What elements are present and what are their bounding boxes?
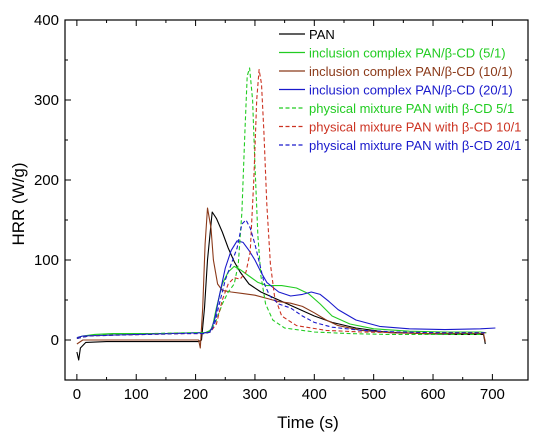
y-tick-label: 100 — [34, 252, 59, 269]
legend-label-5: physical mixture PAN with β-CD 5/1 — [309, 101, 514, 116]
y-tick-label: 0 — [51, 332, 59, 349]
plot-frame — [64, 19, 529, 381]
legend-label-1: PAN — [309, 27, 335, 42]
x-tick-label: 300 — [242, 386, 267, 403]
legend-label-4: inclusion complex PAN/β-CD (20/1) — [309, 83, 513, 98]
y-tick-label: 400 — [34, 12, 59, 29]
y-tick-label: 200 — [34, 172, 59, 189]
series-line-1 — [76, 211, 486, 361]
series-line-5 — [76, 67, 481, 339]
x-axis-title: Time (s) — [277, 413, 339, 432]
legend-label-6: physical mixture PAN with β-CD 10/1 — [309, 120, 521, 135]
x-tick-label: 700 — [480, 386, 505, 403]
x-tick-label: 100 — [124, 386, 149, 403]
x-tick-label: 400 — [302, 386, 327, 403]
y-tick-label: 300 — [34, 92, 59, 109]
legend-label-7: physical mixture PAN with β-CD 20/1 — [309, 138, 521, 153]
legend: PAN inclusion complex PAN/β-CD (5/1) inclu… — [279, 27, 521, 153]
series-line-7 — [76, 219, 487, 339]
series-line-3 — [76, 207, 486, 349]
series-lines — [76, 67, 496, 361]
x-tick-label: 500 — [361, 386, 386, 403]
y-axis-title: HRR (W/g) — [9, 162, 28, 245]
x-tick-label: 0 — [73, 386, 81, 403]
legend-label-2: inclusion complex PAN/β-CD (5/1) — [309, 46, 506, 61]
series-line-4 — [76, 240, 496, 339]
x-tick-label: 600 — [421, 386, 446, 403]
legend-label-3: inclusion complex PAN/β-CD (10/1) — [309, 64, 513, 79]
axes: 0 100 200 300 400 500 600 700 0 100 200 300 400 — [34, 12, 529, 403]
x-tick-label: 200 — [183, 386, 208, 403]
